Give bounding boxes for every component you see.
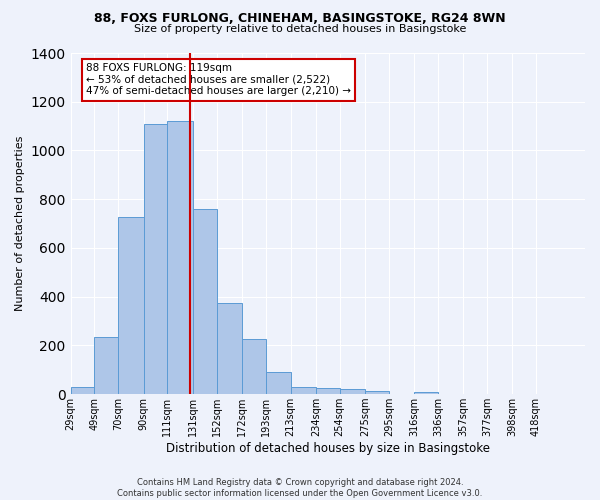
- Bar: [94, 337, 118, 394]
- Bar: [340, 390, 365, 394]
- Bar: [71, 387, 94, 394]
- Text: Contains HM Land Registry data © Crown copyright and database right 2024.
Contai: Contains HM Land Registry data © Crown c…: [118, 478, 482, 498]
- Bar: [242, 340, 266, 394]
- Bar: [118, 218, 143, 394]
- Bar: [143, 124, 167, 394]
- Text: Size of property relative to detached houses in Basingstoke: Size of property relative to detached ho…: [134, 24, 466, 34]
- Bar: [167, 121, 193, 394]
- Y-axis label: Number of detached properties: Number of detached properties: [15, 136, 25, 312]
- Bar: [316, 388, 340, 394]
- Bar: [290, 387, 316, 394]
- Bar: [266, 372, 290, 394]
- X-axis label: Distribution of detached houses by size in Basingstoke: Distribution of detached houses by size …: [166, 442, 490, 455]
- Text: 88 FOXS FURLONG: 119sqm
← 53% of detached houses are smaller (2,522)
47% of semi: 88 FOXS FURLONG: 119sqm ← 53% of detache…: [86, 63, 351, 96]
- Bar: [365, 390, 389, 394]
- Bar: [193, 209, 217, 394]
- Bar: [217, 303, 242, 394]
- Bar: [414, 392, 438, 394]
- Text: 88, FOXS FURLONG, CHINEHAM, BASINGSTOKE, RG24 8WN: 88, FOXS FURLONG, CHINEHAM, BASINGSTOKE,…: [94, 12, 506, 26]
